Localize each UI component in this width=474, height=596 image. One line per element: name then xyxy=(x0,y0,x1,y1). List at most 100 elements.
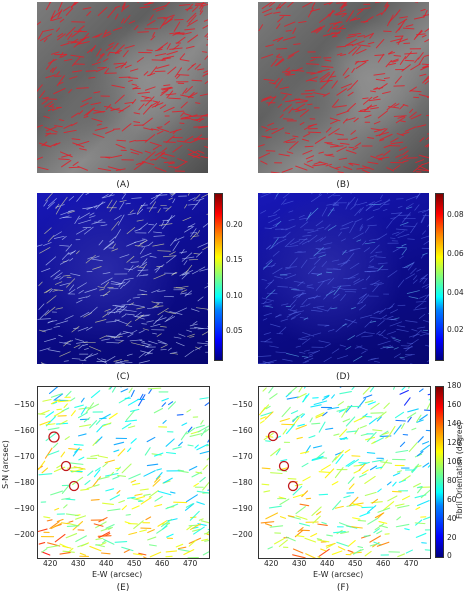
fibril-stroke xyxy=(38,281,43,287)
fibril-stroke xyxy=(313,294,318,299)
fibril-stroke xyxy=(408,442,418,453)
fibril-stroke xyxy=(201,193,208,198)
fibril-stroke xyxy=(186,409,192,413)
fibril-stroke xyxy=(140,202,146,210)
fibril-stroke xyxy=(352,517,361,520)
fibril-stroke xyxy=(333,285,342,296)
fibril-stroke xyxy=(97,286,105,289)
fibril-stroke xyxy=(384,2,389,8)
fibril-stroke xyxy=(406,290,420,294)
fibril-stroke xyxy=(269,345,279,348)
fibril-stroke xyxy=(115,319,128,325)
fibril-stroke xyxy=(135,496,146,500)
fibril-stroke xyxy=(205,341,208,343)
fibril-stroke xyxy=(138,360,150,364)
fibril-stroke xyxy=(259,420,265,424)
fibril-stroke xyxy=(121,18,125,24)
panel-f-marker-circle xyxy=(267,430,279,442)
fibril-stroke xyxy=(50,16,54,22)
fibril-stroke xyxy=(301,356,309,358)
fibril-stroke xyxy=(115,143,126,149)
fibril-stroke xyxy=(188,14,197,25)
fibril-stroke xyxy=(60,522,69,525)
fibril-stroke xyxy=(366,216,374,221)
fibril-stroke xyxy=(369,535,381,543)
fibril-stroke xyxy=(357,546,364,549)
fibril-stroke xyxy=(283,200,294,205)
fibril-stroke xyxy=(103,241,115,251)
fibril-stroke xyxy=(200,419,204,425)
fibril-stroke xyxy=(166,215,176,222)
fibril-stroke xyxy=(118,76,131,79)
fibril-stroke xyxy=(264,337,272,343)
fibril-stroke xyxy=(359,226,364,232)
fibril-stroke xyxy=(85,70,97,72)
fibril-stroke xyxy=(204,344,208,346)
fibril-stroke xyxy=(139,488,149,491)
fibril-stroke xyxy=(285,266,298,268)
fibril-stroke xyxy=(176,140,191,144)
fibril-stroke xyxy=(339,24,345,29)
fibril-stroke xyxy=(269,393,278,400)
fibril-stroke xyxy=(71,112,79,118)
fibril-stroke xyxy=(329,75,337,78)
fibril-stroke xyxy=(299,351,306,354)
fibril-stroke xyxy=(262,318,268,321)
fibril-stroke xyxy=(178,441,183,447)
fibril-stroke xyxy=(307,266,316,275)
fibril-stroke xyxy=(58,158,70,161)
fibril-stroke xyxy=(184,28,196,31)
fibril-stroke xyxy=(151,289,160,293)
fibril-stroke xyxy=(160,518,173,528)
fibril-stroke xyxy=(416,124,427,128)
fibril-stroke xyxy=(202,223,208,228)
fibril-stroke xyxy=(64,315,74,320)
fibril-stroke xyxy=(349,248,361,251)
fibril-stroke xyxy=(169,31,181,35)
fibril-stroke xyxy=(74,447,80,453)
fibril-stroke xyxy=(326,271,333,274)
panel-b-image xyxy=(258,2,429,173)
fibril-stroke xyxy=(351,526,363,529)
fibril-stroke xyxy=(359,425,367,429)
fibril-stroke xyxy=(373,73,386,76)
fibril-stroke xyxy=(105,488,115,492)
fibril-stroke xyxy=(420,444,430,453)
fibril-stroke xyxy=(149,255,157,258)
fibril-stroke xyxy=(134,311,142,318)
fibril-stroke xyxy=(66,278,76,288)
fibril-stroke xyxy=(61,235,67,240)
fibril-stroke xyxy=(282,104,292,112)
panel-f-plot xyxy=(258,386,431,559)
fibril-stroke xyxy=(166,533,174,538)
fibril-stroke xyxy=(185,264,193,274)
fibril-stroke xyxy=(154,264,165,271)
fibril-stroke xyxy=(136,306,146,310)
fibril-stroke xyxy=(127,447,132,453)
fibril-stroke xyxy=(367,517,379,525)
fibril-stroke xyxy=(154,151,162,157)
fibril-stroke xyxy=(146,20,156,26)
fibril-stroke xyxy=(270,171,280,173)
fibril-stroke xyxy=(277,286,288,288)
fibril-stroke xyxy=(143,71,149,76)
fibril-stroke xyxy=(320,80,330,90)
fibril-stroke xyxy=(410,267,417,275)
fibril-stroke xyxy=(375,256,386,258)
fibril-stroke xyxy=(100,527,112,532)
fibril-stroke xyxy=(190,138,201,144)
fibril-stroke xyxy=(67,33,73,40)
fibril-stroke xyxy=(352,46,361,56)
fibril-stroke xyxy=(55,272,63,278)
fibril-stroke xyxy=(261,2,273,10)
fibril-stroke xyxy=(287,515,295,518)
fibril-stroke xyxy=(105,129,115,134)
fibril-stroke xyxy=(186,427,196,435)
fibril-stroke xyxy=(78,290,84,294)
fibril-stroke xyxy=(77,412,88,419)
fibril-stroke xyxy=(175,543,184,548)
fibril-stroke xyxy=(311,457,323,461)
fibril-stroke xyxy=(268,216,281,224)
fibril-stroke xyxy=(379,198,390,208)
fibril-stroke xyxy=(331,481,339,486)
